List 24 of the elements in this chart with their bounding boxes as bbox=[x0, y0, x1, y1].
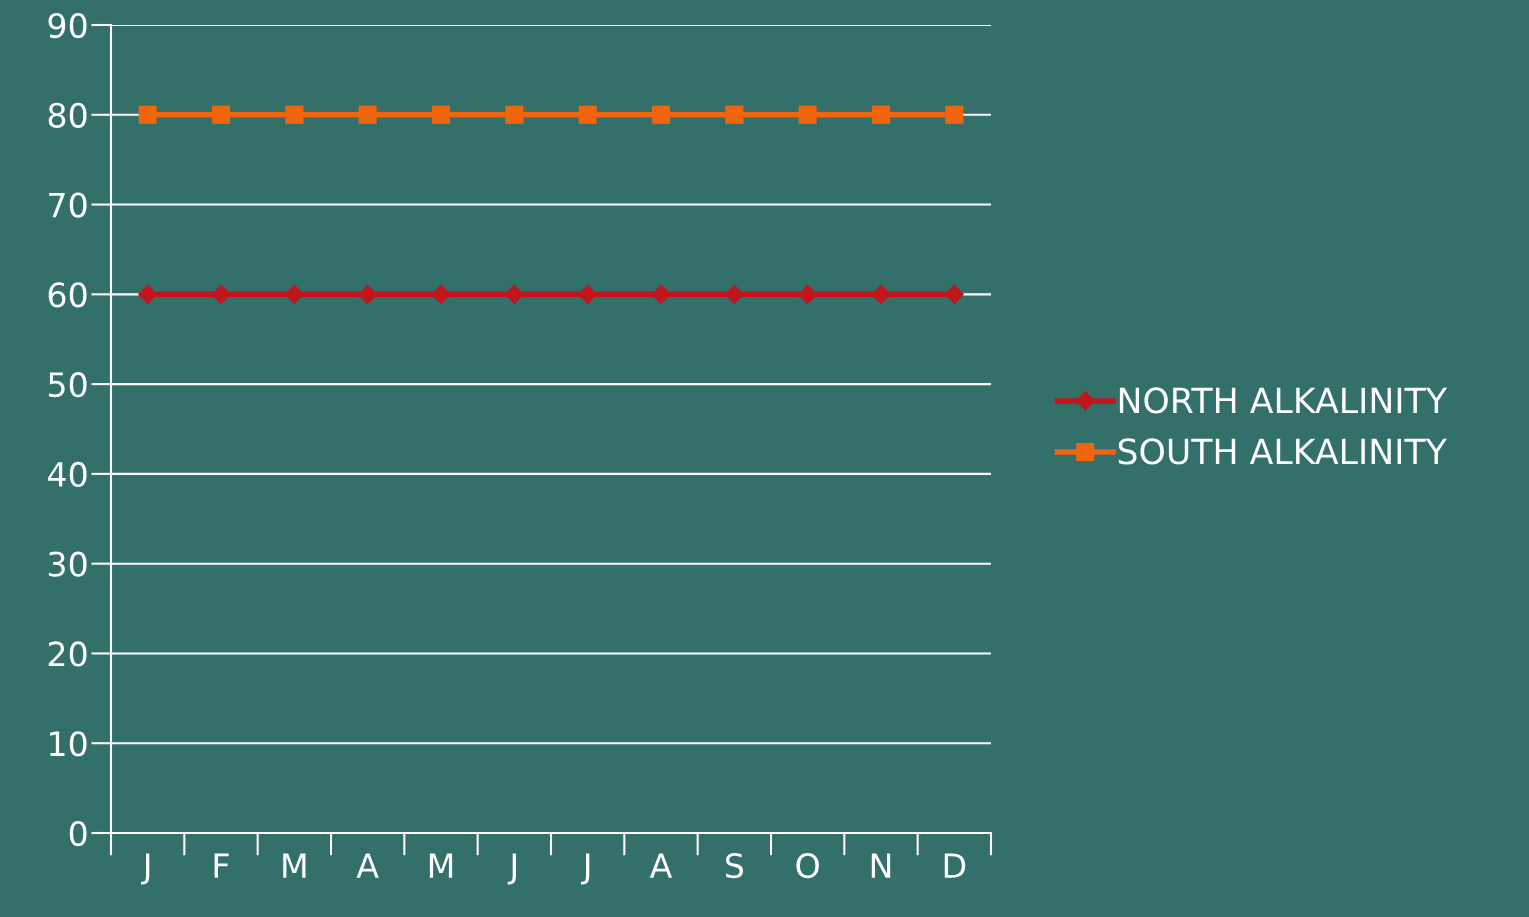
y-tick-label: 10 bbox=[50, 731, 87, 757]
x-tick-label: O bbox=[796, 853, 819, 879]
legend-label: SOUTH ALKALINITY bbox=[1118, 438, 1447, 465]
x-tick-label: S bbox=[725, 853, 744, 879]
y-tick-label: 40 bbox=[47, 461, 87, 488]
y-tick-label: 0 bbox=[69, 820, 87, 847]
legend-label: NORTH ALKALINITY bbox=[1119, 387, 1448, 414]
x-tick-label: M bbox=[429, 853, 453, 878]
x-tick-label: J bbox=[581, 853, 590, 885]
x-tick-label: A bbox=[356, 853, 379, 878]
y-tick-label: 20 bbox=[48, 641, 87, 667]
y-tick-label: 70 bbox=[49, 192, 87, 218]
y-tick-label: 90 bbox=[48, 12, 87, 39]
y-tick-label: 50 bbox=[48, 372, 87, 398]
x-tick-label: J bbox=[141, 853, 150, 885]
x-tick-label: A bbox=[649, 853, 673, 878]
x-tick-label: N bbox=[871, 853, 891, 878]
x-tick-label: M bbox=[283, 853, 306, 878]
x-tick-label: D bbox=[944, 853, 966, 878]
x-tick-label: J bbox=[507, 853, 516, 885]
y-tick-label: 60 bbox=[48, 282, 87, 308]
x-tick-label: F bbox=[214, 853, 229, 878]
y-tick-label: 30 bbox=[48, 551, 87, 577]
y-tick-label: 80 bbox=[48, 102, 87, 128]
